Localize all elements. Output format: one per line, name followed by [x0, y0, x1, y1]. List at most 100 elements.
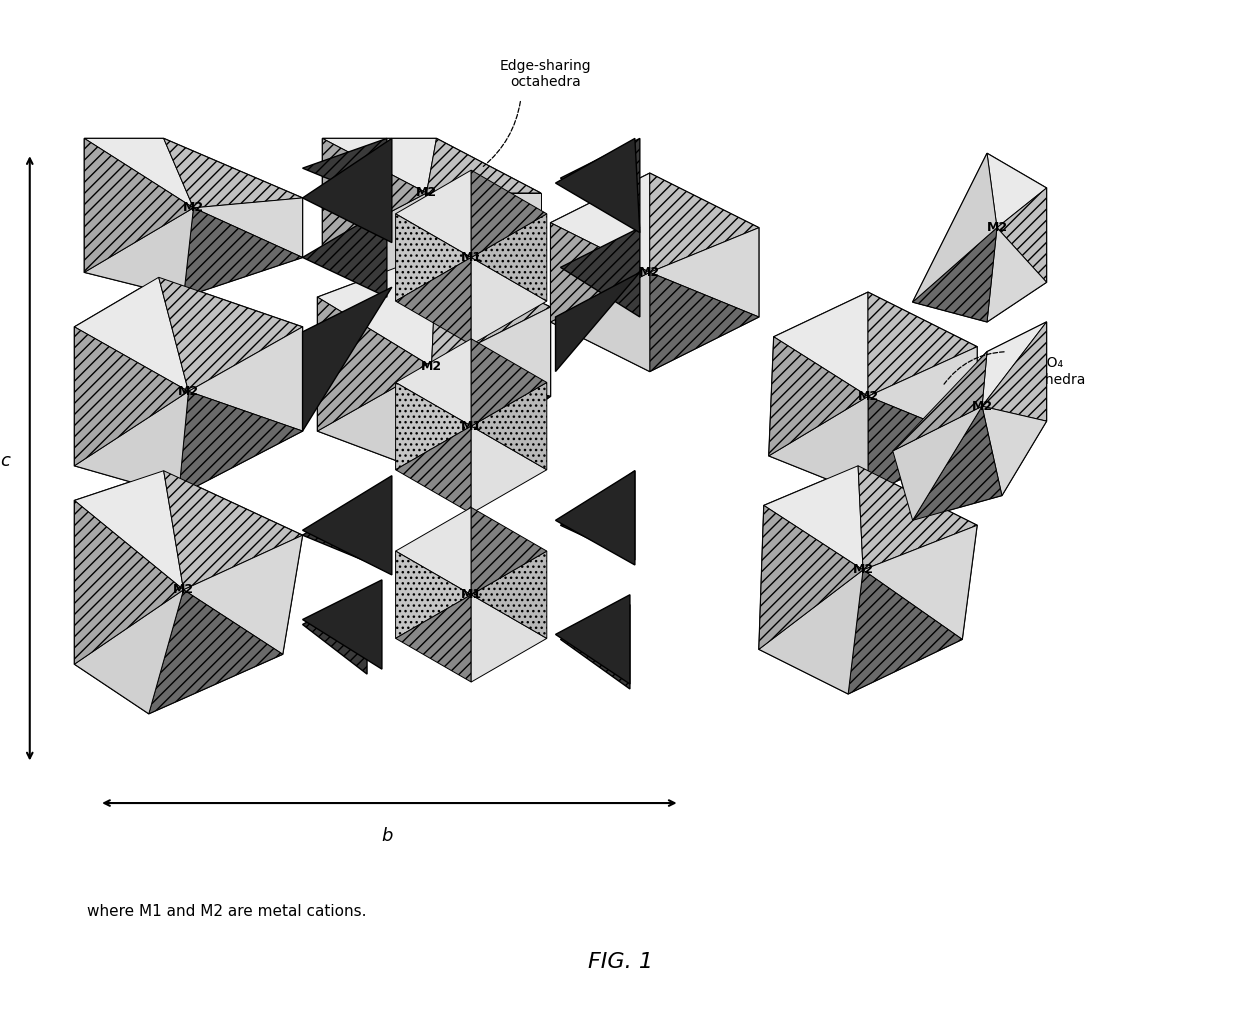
Text: M2: M2 [415, 186, 438, 200]
Polygon shape [84, 139, 193, 272]
Polygon shape [322, 139, 427, 247]
Polygon shape [396, 551, 471, 638]
Polygon shape [893, 322, 1047, 521]
Text: b: b [381, 827, 393, 845]
Text: SiO₄
tetrahedra: SiO₄ tetrahedra [1012, 357, 1086, 387]
Polygon shape [471, 257, 547, 344]
Polygon shape [982, 322, 1047, 421]
Polygon shape [913, 153, 997, 302]
Polygon shape [303, 476, 392, 575]
Polygon shape [149, 590, 283, 714]
Polygon shape [560, 605, 630, 689]
Polygon shape [322, 139, 541, 292]
Text: Edge-sharing
octahedra: Edge-sharing octahedra [500, 59, 591, 89]
Polygon shape [759, 505, 863, 649]
Polygon shape [471, 383, 547, 470]
Polygon shape [471, 426, 547, 514]
Polygon shape [84, 208, 193, 297]
Text: M2: M2 [986, 221, 1008, 234]
Polygon shape [868, 346, 977, 441]
Polygon shape [769, 336, 868, 456]
Polygon shape [74, 278, 303, 495]
Polygon shape [764, 466, 863, 570]
Text: M2: M2 [182, 202, 205, 215]
Text: M1: M1 [460, 419, 482, 433]
Text: FIG. 1: FIG. 1 [588, 952, 652, 972]
Text: M2: M2 [857, 390, 879, 403]
Polygon shape [769, 292, 977, 495]
Polygon shape [317, 252, 436, 367]
Polygon shape [184, 208, 303, 297]
Polygon shape [982, 322, 1047, 406]
Text: M2: M2 [852, 563, 874, 576]
Polygon shape [396, 257, 471, 344]
Polygon shape [556, 595, 630, 684]
Polygon shape [396, 383, 471, 470]
Polygon shape [913, 228, 997, 322]
Polygon shape [303, 208, 387, 297]
Polygon shape [84, 139, 303, 297]
Polygon shape [759, 466, 977, 694]
Polygon shape [74, 327, 188, 466]
Polygon shape [432, 367, 551, 476]
Polygon shape [868, 292, 977, 396]
Polygon shape [427, 192, 541, 257]
Polygon shape [987, 228, 1047, 322]
Polygon shape [551, 272, 650, 372]
Polygon shape [848, 570, 962, 694]
Polygon shape [427, 192, 541, 292]
Polygon shape [759, 570, 863, 694]
Polygon shape [303, 590, 367, 674]
Polygon shape [913, 406, 1002, 521]
Polygon shape [551, 223, 650, 322]
Text: M2: M2 [639, 265, 661, 279]
Polygon shape [913, 153, 1047, 322]
Polygon shape [893, 406, 982, 521]
Polygon shape [471, 170, 547, 257]
Polygon shape [303, 139, 392, 242]
Text: where M1 and M2 are metal cations.: where M1 and M2 are metal cations. [87, 905, 366, 919]
Polygon shape [74, 500, 184, 665]
Polygon shape [303, 480, 387, 570]
Polygon shape [164, 471, 303, 590]
Polygon shape [317, 252, 551, 476]
Polygon shape [471, 551, 547, 638]
Polygon shape [396, 426, 471, 514]
Polygon shape [432, 252, 551, 367]
Polygon shape [997, 188, 1047, 283]
Polygon shape [74, 471, 303, 714]
Polygon shape [396, 338, 471, 426]
Polygon shape [396, 508, 471, 595]
Polygon shape [184, 535, 303, 654]
Polygon shape [74, 391, 188, 495]
Text: M1: M1 [460, 251, 482, 264]
Polygon shape [74, 590, 184, 714]
Polygon shape [650, 173, 759, 272]
Polygon shape [560, 139, 640, 228]
Polygon shape [556, 139, 640, 233]
Polygon shape [471, 595, 547, 682]
Polygon shape [987, 153, 1047, 228]
Polygon shape [317, 367, 436, 476]
Text: M1: M1 [460, 589, 482, 602]
Polygon shape [84, 139, 193, 208]
Text: c: c [0, 452, 10, 470]
Polygon shape [322, 192, 432, 292]
Polygon shape [303, 288, 392, 432]
Polygon shape [471, 508, 547, 595]
Polygon shape [317, 297, 432, 432]
Polygon shape [560, 471, 635, 560]
Polygon shape [893, 352, 987, 451]
Polygon shape [551, 173, 650, 272]
Polygon shape [432, 307, 551, 396]
Polygon shape [396, 595, 471, 682]
Polygon shape [193, 198, 303, 257]
Text: M2: M2 [172, 583, 195, 597]
Polygon shape [863, 526, 977, 639]
Polygon shape [556, 471, 635, 565]
Text: M2: M2 [971, 400, 993, 412]
Polygon shape [322, 139, 436, 192]
Text: M2: M2 [177, 385, 200, 398]
Polygon shape [427, 139, 541, 192]
Polygon shape [188, 327, 303, 432]
